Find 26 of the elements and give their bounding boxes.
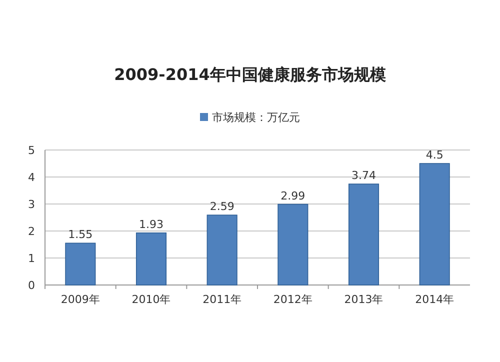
x-tick-label: 2009年 (60, 293, 100, 306)
data-label: 1.55 (68, 228, 93, 242)
x-tick-label: 2013年 (344, 293, 384, 306)
bar (419, 163, 450, 286)
bar (206, 214, 238, 286)
bar (348, 184, 380, 286)
bar (136, 232, 167, 286)
x-tick-label: 2012年 (273, 293, 312, 306)
data-label: 2.99 (280, 189, 306, 202)
x-tick-label: 2014年 (415, 293, 454, 306)
bar (65, 242, 96, 286)
y-tick-label: 1 (28, 252, 35, 265)
x-tick-label: 2011年 (202, 293, 242, 306)
data-label: 3.74 (352, 169, 376, 182)
y-tick-label: 5 (28, 144, 35, 157)
data-label: 1.93 (139, 218, 164, 231)
y-tick-label: 2 (28, 225, 35, 238)
chart-title: 2009-2014年中国健康服务市场规模 (114, 65, 386, 84)
y-tick-label: 0 (28, 279, 35, 292)
x-tick-label: 2010年 (132, 293, 171, 306)
y-tick-label: 3 (28, 198, 35, 211)
legend-label: 市场规模：万亿元 (212, 111, 300, 124)
bar (278, 204, 308, 286)
y-tick-label: 4 (28, 171, 35, 184)
data-label: 4.5 (426, 148, 444, 162)
data-label: 2.59 (210, 200, 234, 214)
